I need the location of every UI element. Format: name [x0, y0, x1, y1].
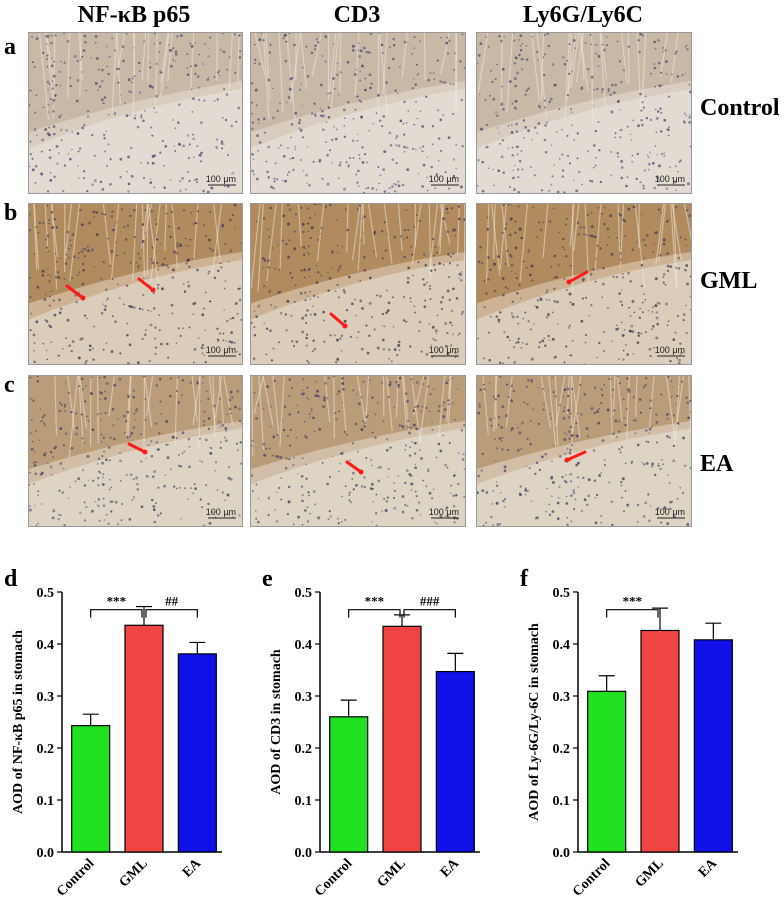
scale-bar-label: 100 μm — [428, 507, 459, 517]
y-tick-label: 0.0 — [295, 846, 313, 861]
y-tick-label: 0.3 — [295, 690, 313, 705]
y-axis-label: AOD of CD3 in stomach — [269, 649, 284, 795]
significance-label: ### — [420, 594, 440, 609]
column-header-nfkb: NF-κB p65 — [77, 2, 191, 28]
x-tick-label: EA — [438, 856, 463, 881]
y-tick-label: 0.3 — [553, 690, 571, 705]
bar-control — [71, 725, 111, 853]
scale-bar-label: 100 μm — [654, 174, 685, 184]
micrograph-ea-1: 100 μm — [28, 375, 243, 527]
y-tick-label: 0.4 — [295, 638, 313, 653]
y-tick-label: 0.1 — [37, 794, 55, 809]
significance-label: *** — [365, 594, 385, 609]
column-header-cd3: CD3 — [333, 2, 381, 28]
y-tick-label: 0.0 — [553, 846, 571, 861]
bar-ea — [177, 653, 217, 853]
bar-gml — [124, 624, 164, 853]
bar-gml — [382, 625, 422, 853]
bar-chart-nfkb: 0.0 0.1 0.2 0.3 0.4 0.5 AOD of NF-κB p65 in st… — [11, 586, 222, 900]
x-tick-label: Control — [54, 856, 98, 900]
bar-ea — [693, 639, 733, 853]
y-tick-label: 0.5 — [37, 586, 55, 601]
y-tick-label: 0.2 — [553, 742, 571, 757]
x-tick-label: EA — [696, 856, 721, 881]
x-tick-label: Control — [312, 856, 356, 900]
bar-control — [587, 690, 627, 853]
x-tick-label: GML — [375, 856, 409, 890]
chart-letter-e: e — [262, 566, 273, 592]
y-tick-label: 0.0 — [37, 846, 55, 861]
significance-bracket — [403, 609, 456, 618]
x-tick-label: Control — [570, 856, 614, 900]
y-axis-label: AOD of NF-κB p65 in stomach — [11, 630, 26, 814]
bar-control — [329, 716, 369, 853]
significance-bracket — [145, 609, 198, 618]
row-letter-a: a — [4, 34, 16, 60]
row-label-ea: EA — [700, 451, 734, 477]
row-letter-c: c — [4, 372, 15, 398]
micrograph-gml-2: 100 μm — [250, 203, 466, 365]
significance-bracket — [90, 609, 143, 618]
y-tick-label: 0.1 — [295, 794, 313, 809]
bar-chart-cd3: 0.0 0.1 0.2 0.3 0.4 0.5 AOD of CD3 in stomach C… — [269, 586, 480, 900]
significance-bracket — [348, 609, 401, 618]
significance-bracket — [606, 609, 659, 618]
micrograph-control-2: 100 μm — [250, 32, 466, 194]
row-label-gml: GML — [700, 268, 758, 294]
micrograph-control-3: 100 μm — [476, 32, 692, 194]
y-axis-label: AOD of Ly-6G/Ly-6C in stomach — [527, 623, 542, 821]
x-tick-label: GML — [633, 856, 667, 890]
x-tick-label: EA — [180, 856, 205, 881]
y-tick-label: 0.4 — [553, 638, 571, 653]
y-tick-label: 0.2 — [37, 742, 55, 757]
row-letter-b: b — [4, 200, 18, 226]
y-tick-label: 0.5 — [295, 586, 313, 601]
y-tick-label: 0.4 — [37, 638, 55, 653]
micrograph-control-1: 100 μm — [28, 32, 243, 194]
micrograph-ea-2: 100 μm — [250, 375, 466, 527]
scale-bar-label: 100 μm — [205, 174, 236, 184]
row-label-control: Control — [700, 95, 780, 121]
scale-bar-label: 100 μm — [654, 507, 685, 517]
column-header-ly6g: Ly6G/Ly6C — [522, 2, 644, 28]
chart-letter-d: d — [4, 566, 18, 592]
scale-bar-label: 100 μm — [428, 174, 459, 184]
x-tick-label: GML — [117, 856, 151, 890]
scale-bar-label: 100 μm — [654, 345, 685, 355]
micrograph-gml-1: 100 μm — [28, 203, 243, 365]
chart-letter-f: f — [520, 566, 528, 592]
bar-gml — [640, 629, 680, 853]
scale-bar-label: 100 μm — [205, 345, 236, 355]
bar-ea — [435, 670, 475, 853]
micrograph-gml-3: 100 μm — [476, 203, 692, 365]
y-tick-label: 0.3 — [37, 690, 55, 705]
significance-label: ## — [165, 594, 179, 609]
y-tick-label: 0.2 — [295, 742, 313, 757]
scale-bar-label: 100 μm — [205, 507, 236, 517]
y-tick-label: 0.1 — [553, 794, 571, 809]
scale-bar-label: 100 μm — [428, 345, 459, 355]
significance-label: *** — [623, 594, 643, 609]
y-tick-label: 0.5 — [553, 586, 571, 601]
bar-chart-ly6g: 0.0 0.1 0.2 0.3 0.4 0.5 AOD of Ly-6G/Ly-6C in … — [527, 586, 738, 900]
significance-label: *** — [107, 594, 127, 609]
micrograph-ea-3: 100 μm — [476, 375, 692, 527]
